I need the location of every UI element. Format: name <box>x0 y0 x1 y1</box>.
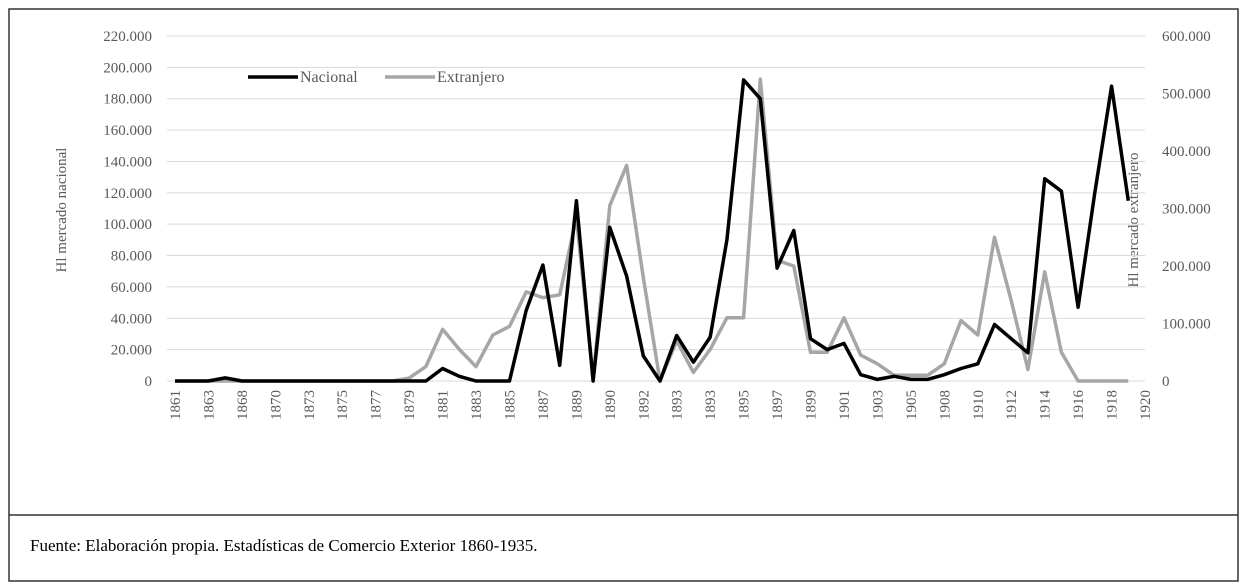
y-tick-label: 20.000 <box>111 343 152 359</box>
x-tick-label: 1903 <box>870 390 886 420</box>
x-tick-label: 1908 <box>937 390 953 420</box>
x-tick-label: 1895 <box>737 390 753 420</box>
x-tick-label: 1916 <box>1071 390 1087 421</box>
x-tick-label: 1883 <box>469 390 485 420</box>
y-tick-label: 200.000 <box>103 60 152 76</box>
x-tick-label: 1912 <box>1004 390 1020 420</box>
x-tick-label: 1905 <box>904 390 920 420</box>
x-tick-label: 1863 <box>201 390 217 420</box>
x-tick-label: 1861 <box>168 390 184 420</box>
x-tick-label: 1885 <box>502 390 518 420</box>
x-tick-label: 1920 <box>1138 390 1154 420</box>
x-tick-label: 1881 <box>436 390 452 420</box>
y2-tick-label: 400.000 <box>1162 144 1211 160</box>
series-line <box>175 78 1131 383</box>
x-tick-label: 1914 <box>1038 390 1054 421</box>
y2-tick-label: 300.000 <box>1162 202 1211 218</box>
x-tick-label: 1875 <box>335 390 351 420</box>
y-tick-label: 0 <box>145 374 153 390</box>
y-tick-label: 180.000 <box>103 92 152 108</box>
x-tick-label: 1877 <box>369 390 385 421</box>
series-line <box>175 77 1129 383</box>
y-tick-label: 220.000 <box>103 29 152 45</box>
x-tick-label: 1873 <box>302 390 318 420</box>
x-tick-label: 1868 <box>235 390 251 420</box>
x-tick-label: 1892 <box>636 390 652 420</box>
y-tick-label: 40.000 <box>111 311 152 327</box>
x-tick-label: 1887 <box>536 390 552 421</box>
y2-tick-label: 100.000 <box>1162 317 1211 333</box>
y-tick-label: 100.000 <box>103 217 152 233</box>
x-tick-label: 1893 <box>703 390 719 420</box>
y-tick-label: 160.000 <box>103 123 152 139</box>
y-tick-label: 140.000 <box>103 154 152 170</box>
x-tick-label: 1890 <box>603 390 619 420</box>
x-tick-label: 1889 <box>569 390 585 420</box>
y-axis-label: Hl mercado nacional <box>54 148 70 273</box>
x-tick-label: 1870 <box>268 390 284 420</box>
y2-tick-label: 600.000 <box>1162 29 1211 45</box>
y2-tick-label: 0 <box>1162 374 1170 390</box>
frame <box>8 8 1239 582</box>
y-tick-label: 120.000 <box>103 186 152 202</box>
x-tick-label: 1899 <box>804 390 820 420</box>
y-tick-label: 60.000 <box>111 280 152 296</box>
x-tick-label: 1910 <box>971 390 987 420</box>
x-tick-label: 1901 <box>837 390 853 420</box>
y2-axis-label: Hl mercado extranjero <box>1126 153 1142 288</box>
y-tick-label: 80.000 <box>111 249 152 265</box>
legend-label: Nacional <box>300 69 358 86</box>
y2-tick-label: 200.000 <box>1162 259 1211 275</box>
x-tick-label: 1918 <box>1105 390 1121 420</box>
x-tick-label: 1897 <box>770 390 786 421</box>
source-note: Fuente: Elaboración propia. Estadísticas… <box>30 536 538 555</box>
x-tick-label: 1879 <box>402 390 418 420</box>
x-tick-label: 1893 <box>670 390 686 420</box>
legend-label: Extranjero <box>437 69 505 86</box>
y2-tick-label: 500.000 <box>1162 87 1211 103</box>
